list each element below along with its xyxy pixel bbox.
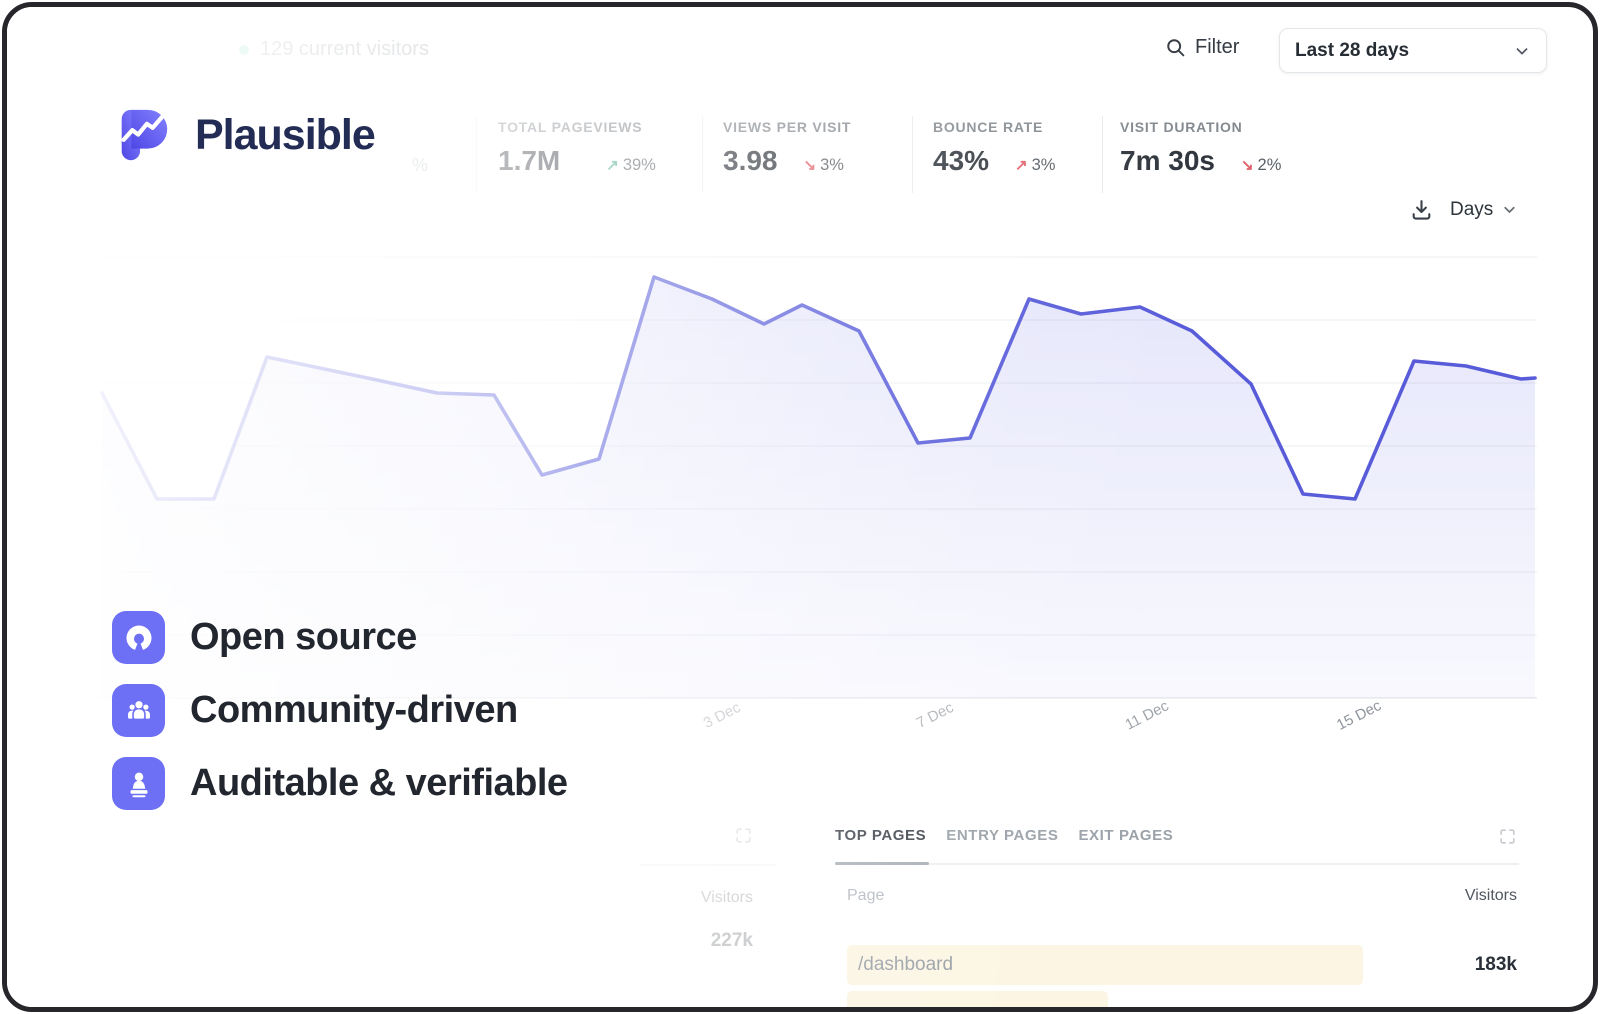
date-range-value: Last 28 days <box>1295 39 1410 61</box>
page-visitors: 183k <box>1474 954 1517 975</box>
search-icon <box>1165 37 1186 58</box>
table-row[interactable] <box>847 991 1517 1007</box>
table-header: Page Visitors <box>847 887 1517 905</box>
feature-label: Auditable & verifiable <box>190 762 568 804</box>
tabs-rule <box>835 863 1519 865</box>
community-icon <box>112 684 165 737</box>
panel-divider <box>639 864 777 866</box>
stat-value: 1.7M <box>498 145 561 176</box>
x-axis-label: 7 Dec <box>913 699 957 732</box>
stat-change: 3% <box>1031 156 1056 174</box>
stat-label: VIEWS PER VISIT <box>723 119 852 135</box>
stat-views-per-visit[interactable]: VIEWS PER VISIT 3.98 ↘ 3% <box>723 119 851 177</box>
tab-top-pages[interactable]: TOP PAGES <box>835 827 927 844</box>
chevron-down-icon <box>1504 206 1515 213</box>
visitors-column-header: Visitors <box>700 889 753 906</box>
expand-icon[interactable] <box>734 826 753 845</box>
chevron-down-icon <box>1513 42 1531 60</box>
feature-auditable: Auditable & verifiable <box>112 757 568 810</box>
x-axis-label: 15 Dec <box>1333 697 1385 734</box>
chart-line <box>100 275 1537 501</box>
stat-visit-duration[interactable]: VISIT DURATION 7m 30s ↘ 2% <box>1120 119 1281 177</box>
trend-arrow: ↗ <box>1015 157 1028 174</box>
page-path: /dashboard <box>858 954 954 975</box>
stat-divider <box>702 116 703 193</box>
stat-divider <box>1102 116 1103 193</box>
stat-divider <box>476 116 477 193</box>
page-column-header: Page <box>847 887 885 904</box>
plausible-logo-icon <box>112 104 174 166</box>
visitors-column-header: Visitors <box>1464 887 1517 904</box>
stamp-icon <box>112 757 165 810</box>
current-visitors[interactable]: 129 current visitors <box>239 38 429 61</box>
stat-change: 2% <box>1257 156 1282 174</box>
x-axis-label: 11 Dec <box>1122 697 1172 734</box>
stat-label: TOTAL PAGEVIEWS <box>498 119 643 135</box>
filter-button[interactable]: Filter <box>1165 36 1239 59</box>
feature-community: Community-driven <box>112 684 518 737</box>
stat-label: BOUNCE RATE <box>933 119 1044 135</box>
trend-arrow: ↘ <box>803 157 817 174</box>
cropped-percent-text: % <box>412 155 429 175</box>
download-icon <box>1412 200 1431 220</box>
live-dot-icon <box>239 44 249 55</box>
tab-entry-pages[interactable]: ENTRY PAGES <box>946 827 1059 844</box>
filter-label: Filter <box>1195 36 1240 58</box>
feature-label: Open source <box>190 616 417 658</box>
stat-divider <box>912 116 913 193</box>
active-tab-underline <box>835 862 929 865</box>
stat-total-pageviews[interactable]: TOTAL PAGEVIEWS 1.7M ↗ 39% <box>498 119 656 177</box>
stat-change: 3% <box>820 156 844 174</box>
plausible-logo: Plausible <box>112 104 376 166</box>
interval-value: Days <box>1450 198 1494 220</box>
trend-arrow: ↗ <box>606 157 619 174</box>
chart-controls: Days <box>1409 197 1518 222</box>
download-button[interactable] <box>1409 197 1434 222</box>
visitors-value: 227k <box>710 930 753 951</box>
stat-bounce-rate[interactable]: BOUNCE RATE 43% ↗ 3% <box>933 119 1055 177</box>
stat-value: 43% <box>933 145 990 176</box>
pages-tabs: TOP PAGES ENTRY PAGES EXIT PAGES <box>835 827 1519 844</box>
expand-icon[interactable] <box>1498 827 1517 846</box>
open-source-icon <box>112 611 165 664</box>
interval-select[interactable]: Days <box>1450 199 1518 221</box>
table-row[interactable]: /dashboard 183k <box>847 945 1517 985</box>
stat-label: VISIT DURATION <box>1120 119 1243 135</box>
plausible-wordmark: Plausible <box>195 110 376 159</box>
stat-change: 39% <box>622 156 656 174</box>
trend-arrow: ↘ <box>1240 157 1254 174</box>
current-visitors-label: 129 current visitors <box>260 38 429 60</box>
feature-label: Community-driven <box>190 689 518 731</box>
stat-value: 3.98 <box>723 145 778 176</box>
row-bar <box>847 991 1109 1007</box>
pages-panel: TOP PAGES ENTRY PAGES EXIT PAGES Page Vi… <box>835 827 1519 1007</box>
stat-value: 7m 30s <box>1120 145 1215 176</box>
date-range-select[interactable]: Last 28 days <box>1279 28 1547 73</box>
feature-open-source: Open source <box>112 611 417 664</box>
sources-panel-partial: Visitors 227k <box>607 817 777 1007</box>
x-axis-label: 3 Dec <box>700 699 744 732</box>
tab-exit-pages[interactable]: EXIT PAGES <box>1078 827 1174 844</box>
